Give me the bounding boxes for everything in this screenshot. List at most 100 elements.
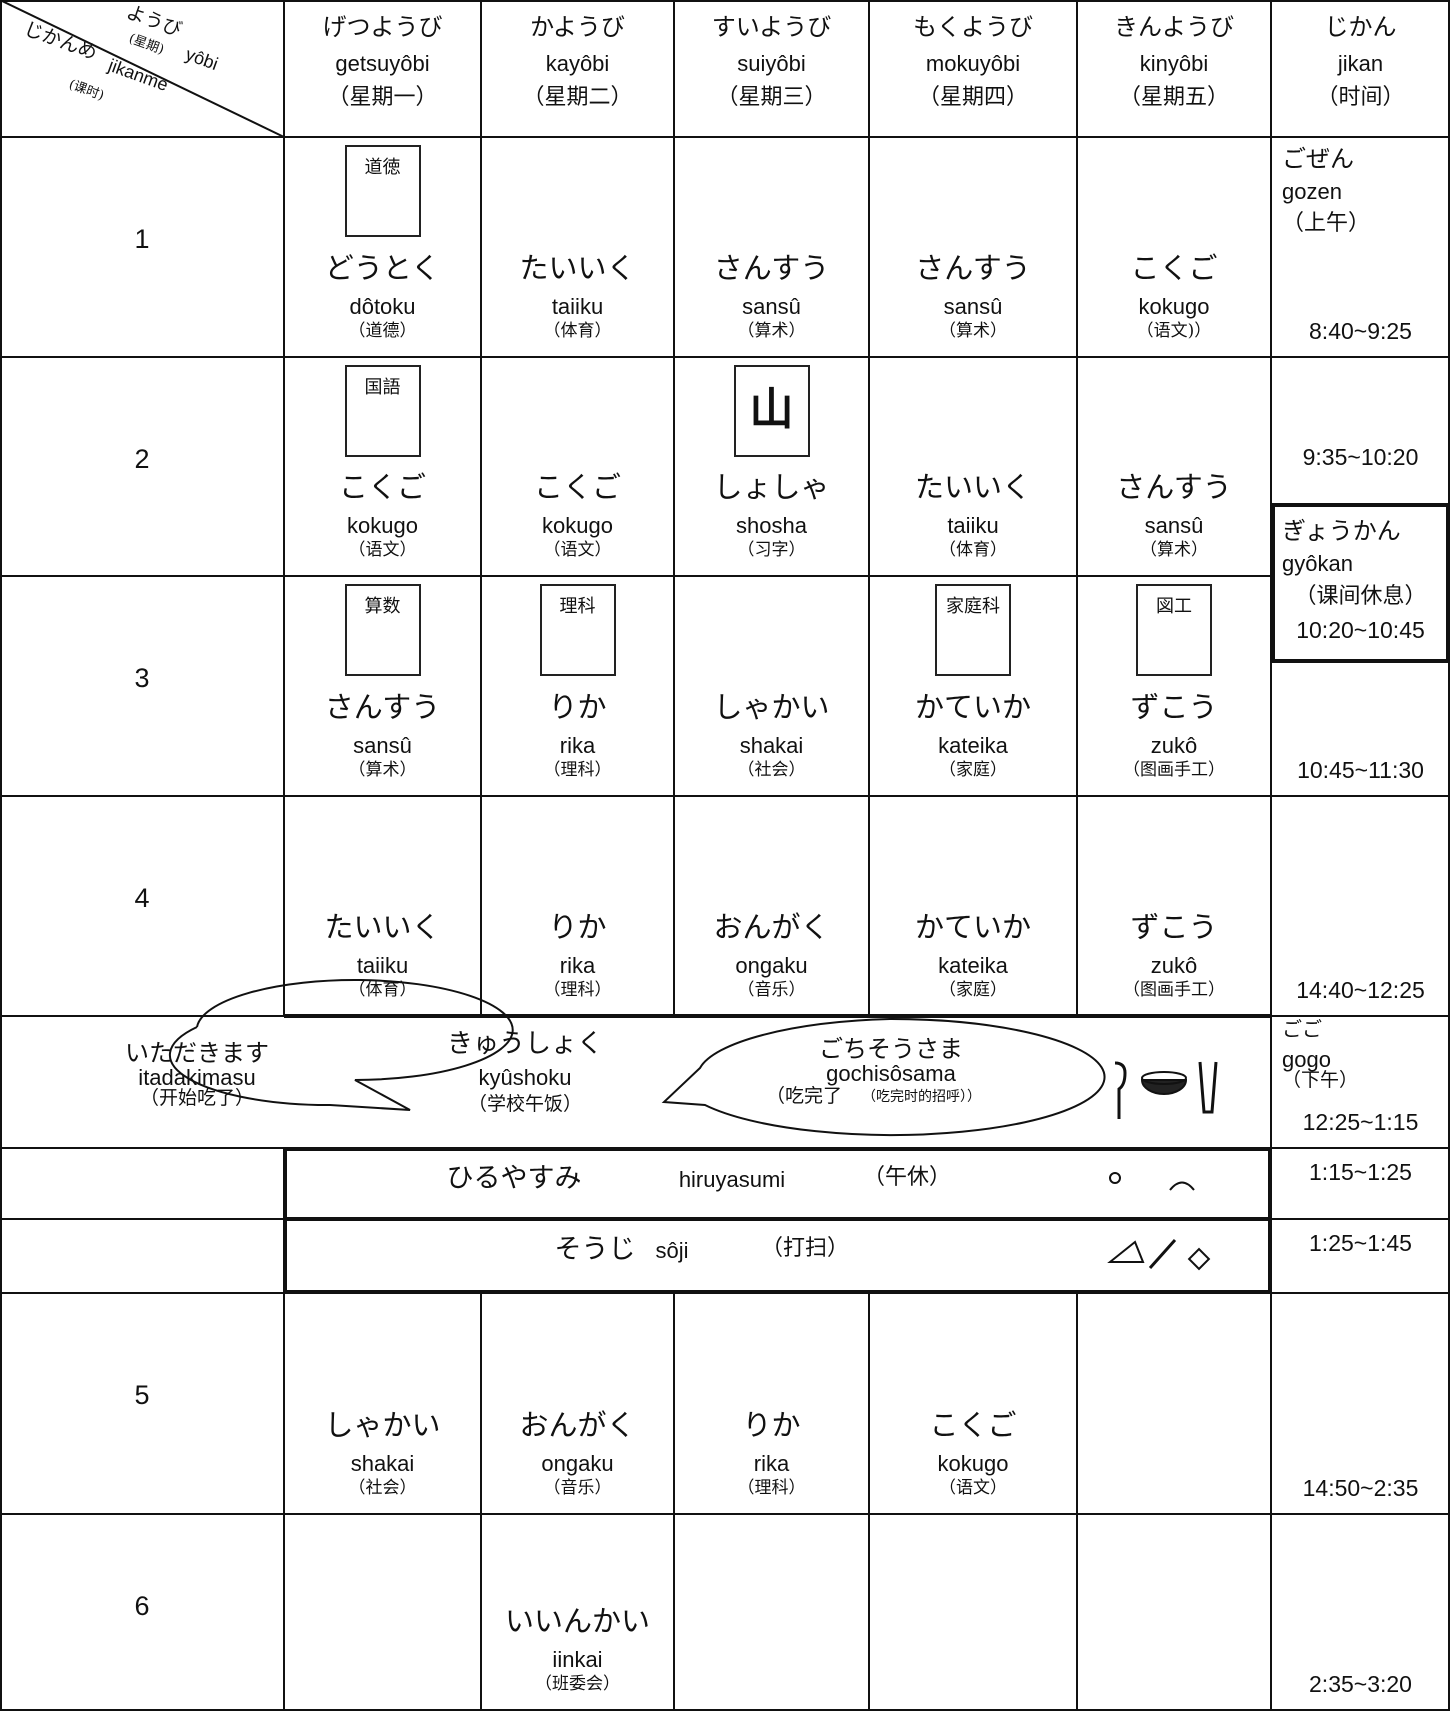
subject-kana: かていか bbox=[914, 690, 1032, 724]
subject-zh: （社会） bbox=[348, 1478, 417, 1498]
textbook-illustration: 家庭科 bbox=[935, 584, 1011, 676]
textbook-illustration: 算数 bbox=[344, 584, 421, 676]
subject-romaji: kokugo bbox=[937, 1451, 1009, 1476]
day-kana: かようび bbox=[530, 13, 625, 41]
subject-romaji: sansû bbox=[742, 294, 801, 319]
subject-kana: さんすう bbox=[324, 690, 441, 724]
subject-zh: （道德） bbox=[348, 321, 417, 341]
greeting-zh: （吃完了 bbox=[766, 1085, 843, 1107]
subject-romaji: sansû bbox=[943, 294, 1003, 319]
subject-zh: （体育） bbox=[939, 540, 1007, 560]
subject-zh: （社会） bbox=[737, 760, 806, 780]
break-time: 1:15~1:25 bbox=[1309, 1159, 1412, 1185]
subject-kana: しゃかい bbox=[713, 690, 830, 724]
subject-kana: こくご bbox=[533, 470, 622, 504]
subject-romaji: kateika bbox=[938, 733, 1008, 758]
subject-zh: （音乐） bbox=[737, 980, 806, 1000]
day-kana: きんようび bbox=[1114, 13, 1234, 41]
day-kana: げつようび bbox=[322, 13, 443, 41]
greeting-kana: いただきます bbox=[125, 1039, 269, 1067]
gyokan-zh: （课间休息） bbox=[1294, 584, 1427, 609]
subject-kana: りか bbox=[548, 910, 607, 944]
break-romaji: hiruyasumi bbox=[678, 1167, 786, 1192]
break-zh: （午休） bbox=[862, 1165, 952, 1190]
subject-kana: さんすう bbox=[1116, 470, 1232, 504]
subject-kana: りか bbox=[548, 690, 607, 724]
subject-romaji: ongaku bbox=[541, 1451, 614, 1476]
subject-romaji: ongaku bbox=[735, 953, 808, 978]
period-time: 8:40~9:25 bbox=[1309, 318, 1412, 344]
day-romaji: mokuyôbi bbox=[925, 51, 1021, 76]
break-kana: そうじ bbox=[554, 1234, 636, 1265]
subject-romaji: sansû bbox=[353, 733, 412, 758]
subject-zh: （算术） bbox=[1140, 540, 1208, 560]
subject-romaji: zukô bbox=[1150, 953, 1198, 978]
subject-romaji: taiiku bbox=[356, 953, 409, 978]
day-zh: （星期三） bbox=[716, 85, 827, 110]
subject-kana: たいいく bbox=[914, 470, 1032, 504]
subject-kana: たいいく bbox=[324, 910, 441, 944]
kyushoku-romaji: kyûshoku bbox=[478, 1065, 572, 1090]
period-time: 10:45~11:30 bbox=[1297, 757, 1424, 783]
subject-kana: こくご bbox=[929, 1408, 1017, 1442]
textbook-illustration: 図工 bbox=[1136, 584, 1212, 676]
subject-zh: （图画手工） bbox=[1123, 760, 1225, 780]
subject-kana: こくご bbox=[338, 470, 427, 504]
subject-romaji: shakai bbox=[739, 733, 804, 758]
gogo-zh: （下午） bbox=[1282, 1069, 1359, 1091]
period-number: 6 bbox=[134, 1591, 150, 1622]
gozen-kana: ごぜん bbox=[1282, 145, 1354, 173]
period-time: 14:50~2:35 bbox=[1302, 1475, 1419, 1501]
break-time: 1:25~1:45 bbox=[1309, 1230, 1412, 1256]
subject-kana: しょしゃ bbox=[713, 470, 830, 504]
break-zh: （打扫） bbox=[760, 1236, 850, 1261]
subject-zh: （班委会） bbox=[535, 1674, 620, 1694]
period-time: 14:40~12:25 bbox=[1296, 977, 1425, 1003]
subject-zh: （语文） bbox=[348, 540, 417, 560]
greeting-zh: （开始吃了） bbox=[139, 1087, 255, 1109]
subject-romaji: zukô bbox=[1150, 733, 1198, 758]
period-number: 4 bbox=[134, 883, 150, 913]
subject-kana: ずこう bbox=[1130, 690, 1218, 724]
subject-kana: りか bbox=[742, 1408, 801, 1442]
subject-romaji: kateika bbox=[938, 953, 1008, 978]
break-romaji: sôji bbox=[655, 1238, 689, 1263]
subject-romaji: shakai bbox=[350, 1451, 415, 1476]
subject-zh: （家庭） bbox=[939, 760, 1007, 780]
day-romaji: kayôbi bbox=[545, 51, 610, 76]
subject-zh: （算术） bbox=[348, 760, 417, 780]
subject-zh: （语文） bbox=[543, 540, 612, 560]
subject-zh: （家庭） bbox=[939, 980, 1007, 1000]
day-zh: （星期四） bbox=[917, 85, 1029, 110]
subject-kana: ずこう bbox=[1130, 910, 1218, 944]
greeting-kana: ごちそうさま bbox=[819, 1035, 963, 1063]
subject-romaji: rika bbox=[559, 953, 596, 978]
day-romaji: suiyôbi bbox=[737, 51, 806, 76]
period-number: 3 bbox=[134, 663, 150, 693]
lunch-time: 12:25~1:15 bbox=[1302, 1109, 1419, 1135]
subject-romaji: dôtoku bbox=[349, 294, 416, 319]
subject-zh: （音乐） bbox=[543, 1478, 612, 1498]
textbook-illustration: 理科 bbox=[539, 584, 616, 676]
subject-zh: （理科） bbox=[543, 980, 612, 1000]
day-zh: （星期二） bbox=[522, 85, 633, 110]
subject-kana: しゃかい bbox=[324, 1408, 441, 1442]
day-zh: （星期一） bbox=[327, 85, 438, 110]
gogo-kana: ごご bbox=[1282, 1017, 1322, 1041]
period-time: 2:35~3:20 bbox=[1309, 1671, 1412, 1697]
subject-romaji: iinkai bbox=[552, 1647, 603, 1672]
time-kana: じかん bbox=[1324, 13, 1397, 41]
subject-romaji: shosha bbox=[736, 513, 807, 538]
subject-kana: さんすう bbox=[713, 251, 830, 285]
subject-kana: こくご bbox=[1130, 251, 1218, 285]
period-number: 1 bbox=[134, 224, 150, 254]
subject-zh: （语文） bbox=[939, 1478, 1007, 1498]
period-number: 5 bbox=[134, 1380, 150, 1411]
subject-kana: おんがく bbox=[713, 910, 830, 944]
subject-zh: （理科） bbox=[737, 1478, 806, 1498]
day-kana: もくようび bbox=[913, 13, 1033, 41]
subject-zh: （习字） bbox=[737, 540, 806, 560]
subject-zh: （体育） bbox=[543, 321, 612, 341]
subject-kana: かていか bbox=[914, 910, 1032, 944]
